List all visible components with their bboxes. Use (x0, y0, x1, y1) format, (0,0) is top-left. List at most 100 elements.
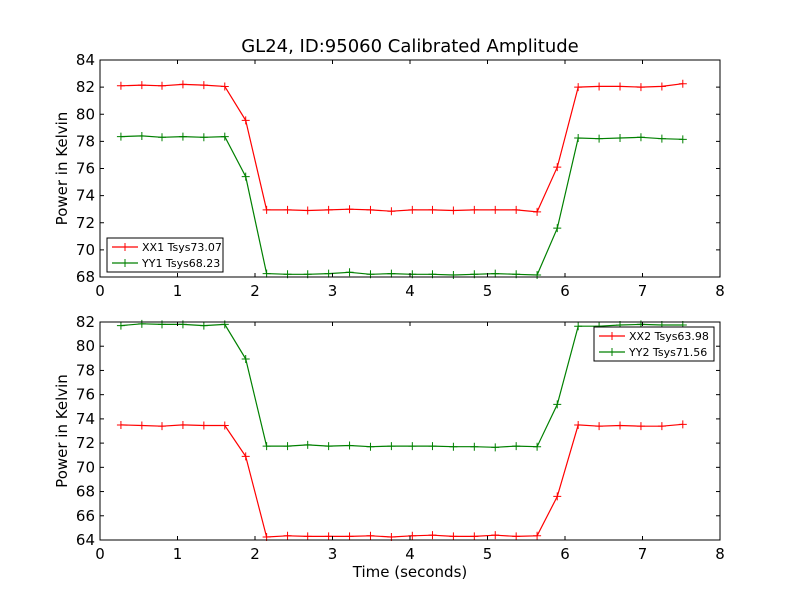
data-point (408, 205, 417, 214)
data-point (553, 492, 562, 501)
legend-marker (121, 259, 129, 267)
data-point (533, 207, 542, 216)
data-point (553, 224, 562, 233)
data-point (595, 82, 604, 91)
data-point (283, 205, 292, 214)
data-point (574, 420, 583, 429)
x-tick-label: 4 (405, 282, 415, 300)
data-point (262, 205, 271, 214)
data-point (158, 81, 166, 90)
y-tick-label: 68 (76, 268, 95, 286)
data-point (428, 205, 437, 214)
data-point (137, 81, 146, 90)
data-point (678, 420, 687, 429)
y-tick-label: 76 (76, 386, 95, 404)
legend-marker (121, 243, 129, 251)
y-tick-label: 72 (76, 434, 95, 452)
data-point (137, 421, 146, 430)
series-line (120, 323, 683, 448)
y-tick-label: 72 (76, 214, 95, 232)
data-point (491, 269, 500, 278)
data-point (220, 82, 229, 91)
y-tick-label: 64 (76, 531, 95, 549)
y-tick-label: 70 (76, 241, 95, 259)
data-point (366, 442, 375, 451)
data-point (262, 442, 271, 451)
x-tick-label: 1 (173, 545, 183, 563)
y-tick-label: 82 (76, 313, 95, 331)
data-point (137, 131, 146, 140)
data-point (283, 531, 292, 540)
y-axis-label: Power in Kelvin (53, 112, 71, 226)
data-point (324, 205, 333, 214)
data-point (408, 531, 417, 540)
data-point (636, 133, 645, 142)
x-tick-label: 7 (638, 282, 648, 300)
data-point (199, 81, 208, 90)
data-point (262, 269, 271, 278)
x-tick-label: 4 (405, 545, 415, 563)
data-point (449, 442, 458, 451)
data-point (241, 116, 250, 125)
data-point (303, 206, 312, 215)
data-point (303, 440, 312, 449)
data-point (491, 205, 500, 214)
data-point (241, 452, 250, 461)
data-point (636, 83, 645, 92)
legend-label: YY2 Tsys71.56 (628, 346, 707, 359)
data-point (345, 205, 354, 214)
data-point (657, 422, 666, 431)
data-point (366, 531, 375, 540)
data-point (408, 442, 417, 451)
legend-label: XX1 Tsys73.07 (142, 241, 222, 254)
data-point (616, 133, 625, 142)
y-tick-label: 68 (76, 483, 95, 501)
x-tick-label: 3 (328, 282, 338, 300)
data-point (387, 442, 396, 451)
legend-box (106, 237, 224, 273)
data-point (158, 422, 166, 431)
data-point (324, 269, 333, 278)
data-point (387, 207, 396, 216)
data-point (220, 132, 229, 141)
x-tick-label: 2 (250, 545, 260, 563)
data-point (199, 133, 208, 142)
series-1 (116, 79, 687, 216)
x-tick-label: 2 (250, 282, 260, 300)
legend: XX2 Tsys63.98 YY2 Tsys71.56 (593, 326, 715, 362)
data-point (678, 79, 687, 88)
y-tick-label: 80 (76, 337, 95, 355)
data-point (553, 400, 562, 409)
y-tick-label: 78 (76, 361, 95, 379)
data-point (241, 354, 250, 363)
data-point (616, 82, 625, 91)
data-point (428, 531, 437, 540)
series-line (120, 135, 683, 276)
data-point (449, 206, 458, 215)
legend-marker (608, 332, 616, 340)
data-point (512, 205, 521, 214)
data-point (345, 268, 354, 277)
data-point (283, 442, 292, 451)
data-point (428, 442, 437, 451)
data-point (345, 532, 354, 541)
x-tick-label: 6 (560, 282, 570, 300)
data-point (116, 321, 125, 330)
data-point (595, 134, 604, 143)
x-tick-label: 0 (95, 545, 105, 563)
data-point (241, 172, 250, 181)
x-tick-label: 6 (560, 545, 570, 563)
data-point (657, 82, 666, 91)
legend-box (593, 326, 715, 362)
data-point (470, 442, 479, 451)
data-point (178, 420, 187, 429)
data-point (533, 442, 542, 451)
x-tick-label: 8 (715, 282, 725, 300)
data-point (553, 163, 562, 172)
data-point (449, 270, 458, 279)
y-tick-label: 66 (76, 507, 95, 525)
data-point (595, 422, 604, 431)
data-point (491, 443, 500, 452)
data-point (470, 205, 479, 214)
